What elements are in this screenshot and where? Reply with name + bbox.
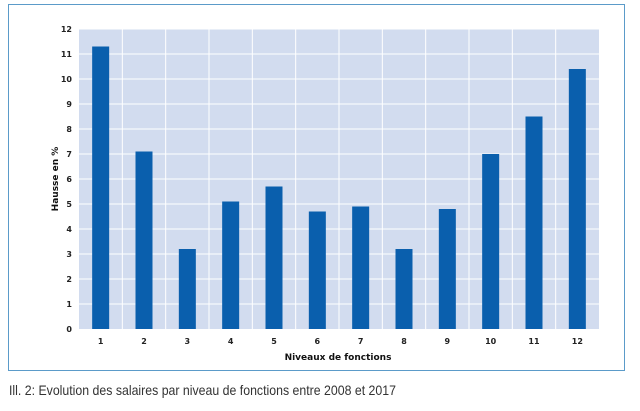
y-tick-label: 5: [66, 200, 72, 209]
bar-8: [395, 249, 413, 329]
x-axis-label: Niveaux de fonctions: [285, 353, 392, 363]
y-tick-label: 10: [61, 75, 73, 84]
y-tick-label: 11: [61, 50, 73, 59]
bar-12: [568, 69, 586, 329]
gridlines: [79, 28, 599, 329]
x-tick-label: 3: [185, 337, 191, 346]
y-tick-label: 0: [66, 325, 72, 334]
bar-7: [352, 206, 370, 329]
x-tick-label: 10: [485, 337, 497, 346]
x-tick-label: 12: [572, 337, 583, 346]
bar-4: [222, 201, 240, 329]
bar-3: [178, 249, 196, 329]
y-tick-label: 3: [66, 250, 72, 259]
y-tick-label: 2: [66, 275, 72, 284]
y-tick-label: 7: [66, 150, 72, 159]
x-tick-label: 11: [528, 337, 540, 346]
x-tick-labels: 1 2 3 4 5 6 7 8 9 10 11 12: [98, 337, 583, 346]
y-tick-label: 8: [66, 125, 72, 134]
bar-6: [308, 211, 326, 329]
bars: [92, 46, 586, 329]
x-tick-label: 6: [315, 337, 321, 346]
x-tick-label: 7: [358, 337, 364, 346]
x-tick-label: 8: [401, 337, 407, 346]
y-tick-label: 1: [66, 300, 72, 309]
x-tick-label: 9: [445, 337, 451, 346]
x-tick-label: 2: [141, 337, 147, 346]
x-tick-label: 5: [271, 337, 277, 346]
bar-1: [92, 46, 110, 329]
bar-5: [265, 186, 283, 329]
bar-11: [525, 116, 543, 329]
figure-caption: Ill. 2: Evolution des salaires par nivea…: [9, 382, 396, 398]
y-tick-label: 9: [66, 100, 72, 109]
y-tick-label: 12: [61, 25, 72, 34]
bar-9: [438, 209, 456, 329]
x-tick-label: 1: [98, 337, 104, 346]
y-axis-label: Hausse en %: [51, 147, 61, 212]
y-tick-label: 6: [66, 175, 72, 184]
x-tick-label: 4: [228, 337, 234, 346]
bar-10: [482, 154, 500, 329]
bar-2: [135, 151, 153, 329]
y-tick-label: 4: [66, 225, 72, 234]
